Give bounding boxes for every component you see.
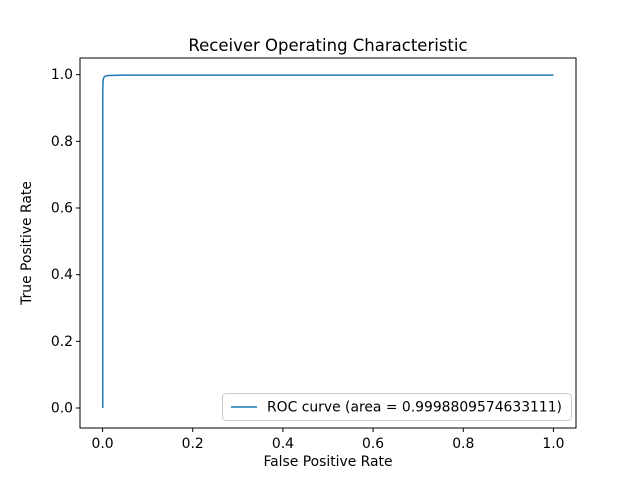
- x-tick-label: 0.6: [362, 436, 384, 452]
- y-tick-label: 0.4: [51, 267, 73, 283]
- y-tick-label: 0.0: [51, 401, 73, 417]
- legend: ROC curve (area = 0.9998809574633111): [222, 393, 572, 421]
- x-axis-ticks: 0.0 0.2 0.4 0.6 0.8 1.0: [91, 428, 565, 452]
- x-tick-label: 0.8: [452, 436, 474, 452]
- chart-title: Receiver Operating Characteristic: [188, 36, 467, 55]
- axes-spines: [79, 57, 577, 429]
- x-tick-label: 0.2: [182, 436, 204, 452]
- y-axis-label: True Positive Rate: [19, 181, 35, 306]
- legend-label: ROC curve (area = 0.9998809574633111): [267, 400, 562, 416]
- roc-curve-line: [102, 74, 554, 408]
- y-tick-label: 0.8: [51, 134, 73, 150]
- x-tick-label: 1.0: [542, 436, 564, 452]
- y-tick-label: 0.2: [51, 334, 73, 350]
- x-tick-label: 0.4: [272, 436, 294, 452]
- x-tick-label: 0.0: [91, 436, 113, 452]
- y-tick-label: 1.0: [51, 67, 73, 83]
- y-tick-label: 0.6: [51, 201, 73, 217]
- legend-box: [222, 393, 572, 421]
- y-axis-ticks: 0.0 0.2 0.4 0.6 0.8 1.0: [51, 67, 80, 417]
- x-axis-label: False Positive Rate: [263, 454, 392, 470]
